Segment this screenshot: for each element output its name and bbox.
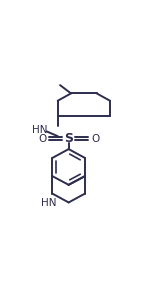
Text: S: S [64, 132, 73, 145]
Text: HN: HN [41, 198, 57, 208]
Text: O: O [38, 134, 46, 144]
Text: HN: HN [32, 125, 48, 135]
Text: O: O [91, 134, 99, 144]
